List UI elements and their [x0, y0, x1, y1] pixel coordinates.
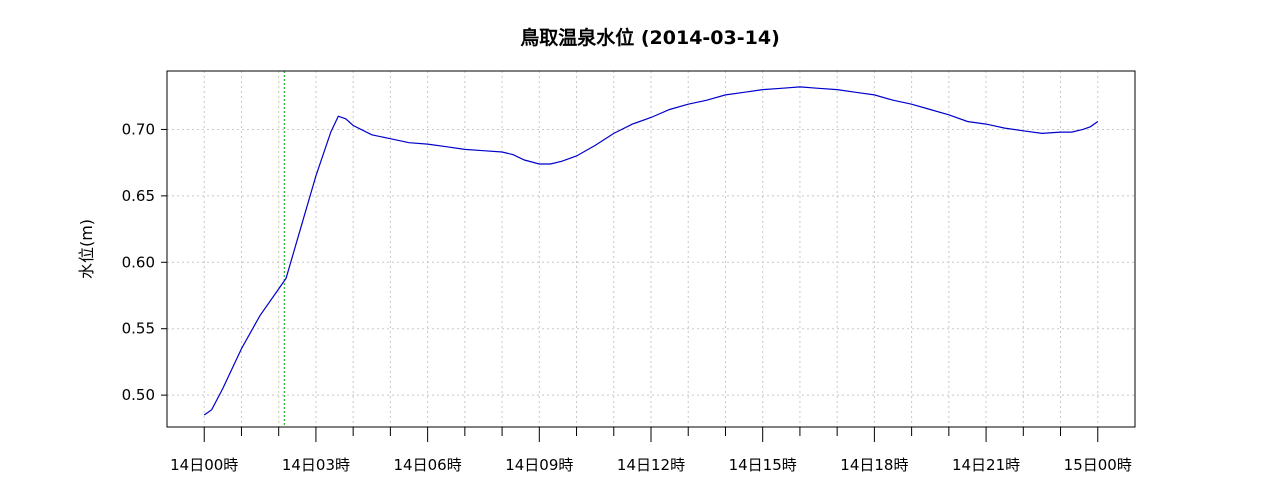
- x-tick-label: 14日12時: [617, 456, 685, 474]
- y-tick-label: 0.55: [122, 320, 155, 338]
- grid: [167, 71, 1135, 427]
- y-tick-label: 0.50: [122, 386, 155, 404]
- y-tick-label: 0.65: [122, 187, 155, 205]
- x-tick-label: 14日09時: [505, 456, 573, 474]
- x-tick-label: 14日03時: [282, 456, 350, 474]
- chart-title: 鳥取温泉水位 (2014-03-14): [520, 26, 780, 49]
- x-tick-label: 14日00時: [170, 456, 238, 474]
- x-tick-label: 14日21時: [952, 456, 1020, 474]
- x-axis: 14日00時 14日03時 14日06時 14日09時 14日12時 14日15時 14日1…: [170, 427, 1132, 474]
- x-tick-label: 14日06時: [394, 456, 462, 474]
- x-tick-label: 15日00時: [1064, 456, 1132, 474]
- y-tick-label: 0.70: [122, 120, 155, 138]
- y-tick-label: 0.60: [122, 253, 155, 271]
- series-line: [203, 86, 1099, 416]
- y-axis-label: 水位(m): [77, 219, 96, 279]
- x-tick-label: 14日15時: [729, 456, 797, 474]
- y-axis: 0.50 0.55 0.60 0.65 0.70: [122, 120, 167, 404]
- x-tick-label: 14日18時: [840, 456, 908, 474]
